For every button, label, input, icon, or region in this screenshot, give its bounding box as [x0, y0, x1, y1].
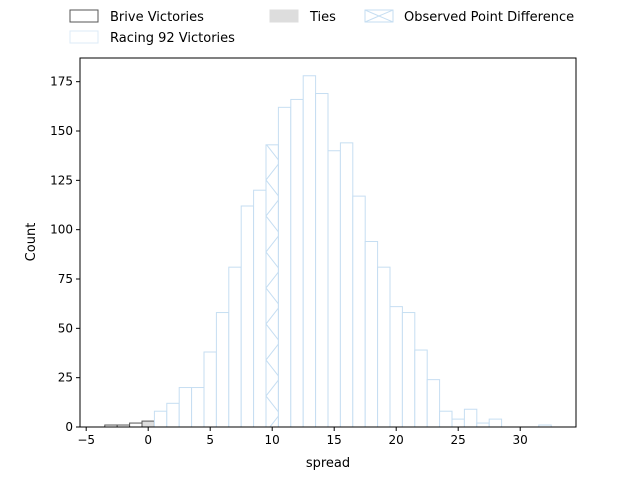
plot-frame: [79, 57, 577, 428]
x-tick-label: 10: [265, 433, 280, 447]
x-tick-label: 15: [327, 433, 342, 447]
histogram-bar: [315, 93, 329, 428]
x-tick-label: −5: [77, 433, 95, 447]
histogram-bar: [451, 418, 465, 428]
histogram-bar: [228, 266, 242, 428]
y-tick-label: 100: [50, 223, 73, 237]
histogram-bar: [290, 98, 304, 428]
y-tick-label: 0: [65, 420, 73, 434]
histogram-bar: [401, 312, 416, 428]
histogram-bar: [414, 349, 428, 428]
histogram-bar: [240, 205, 255, 428]
histogram-bar: [426, 379, 441, 428]
histogram-bar: [327, 150, 341, 428]
histogram-bar: [364, 241, 379, 428]
y-tick-label: 50: [58, 321, 73, 335]
legend-label-brive: Brive Victories: [110, 10, 204, 25]
histogram-bar: [203, 351, 217, 428]
x-tick-label: 5: [206, 433, 214, 447]
x-tick-label: 20: [389, 433, 404, 447]
histogram-bar: [488, 418, 503, 428]
histogram-bar: [129, 422, 143, 428]
legend: Brive Victories Racing 92 Victories Ties…: [69, 9, 574, 46]
histogram-bar: [339, 142, 354, 428]
histogram-bar: [166, 402, 180, 428]
histogram-bar: [476, 422, 490, 428]
x-tick-label: 30: [513, 433, 528, 447]
x-tick-label: 25: [451, 433, 466, 447]
histogram-bar: [178, 387, 193, 428]
y-tick-label: 25: [58, 371, 73, 385]
legend-item-racing: Racing 92 Victories: [69, 30, 235, 46]
histogram-bar: [141, 420, 155, 428]
legend-label-ties: Ties: [309, 10, 336, 25]
histogram-bar: [389, 306, 403, 428]
x-axis-label: spread: [306, 456, 350, 471]
y-tick-label: 75: [58, 272, 73, 286]
legend-label-observed: Observed Point Difference: [404, 10, 574, 25]
histogram-bar: [377, 266, 391, 428]
legend-label-racing: Racing 92 Victories: [110, 31, 235, 46]
x-axis-ticks: −5 0 5 10 15 20 25 30: [77, 427, 528, 447]
histogram-bar: [215, 312, 230, 428]
histogram-bar: [253, 189, 267, 428]
histogram-bar: [302, 75, 317, 428]
x-tick-label: 0: [144, 433, 152, 447]
histogram-bar: [277, 106, 292, 428]
y-tick-label: 175: [50, 75, 73, 89]
legend-item-ties: Ties: [269, 9, 336, 25]
legend-item-observed: Observed Point Difference: [364, 9, 574, 25]
histogram-bar: [352, 195, 366, 428]
histogram-bar: [153, 410, 168, 428]
y-tick-label: 150: [50, 124, 73, 138]
y-axis-ticks: 0 25 50 75 100 125 150 175: [50, 75, 80, 434]
histogram-bar: [265, 144, 279, 428]
legend-item-brive: Brive Victories: [69, 9, 204, 25]
histogram-bar: [191, 387, 205, 428]
bars-layer: [104, 75, 552, 428]
histogram-bar: [439, 410, 453, 428]
histogram-bar: [463, 408, 478, 428]
y-tick-label: 125: [50, 173, 73, 187]
y-axis-label: Count: [24, 223, 39, 262]
